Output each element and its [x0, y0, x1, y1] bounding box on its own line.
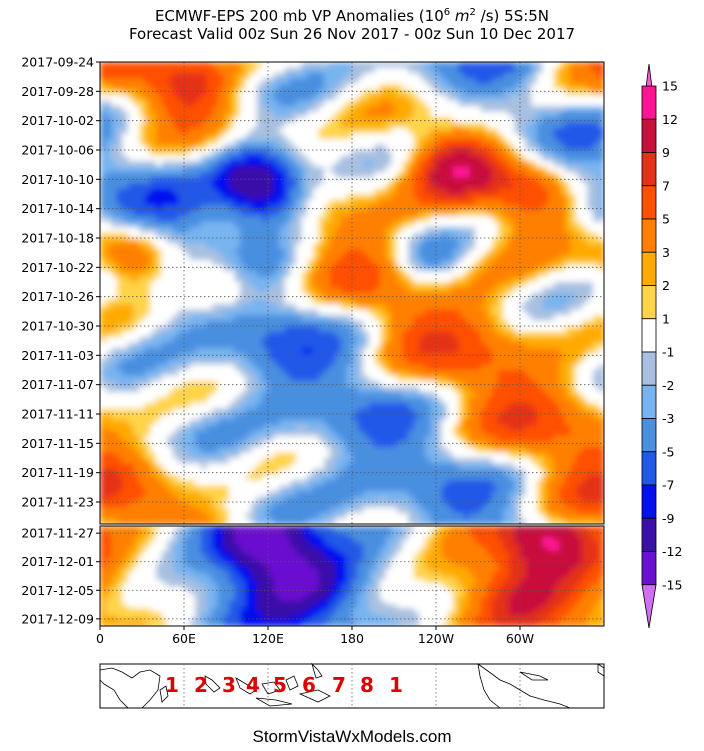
colorbar-segment: [641, 384, 657, 419]
date-axis: 2017-09-24 2017-09-28 2017-10-02 2017-10-06…: [21, 55, 100, 626]
mjo-phase-label: 7: [332, 673, 346, 697]
mjo-phase-label: 3: [222, 673, 236, 697]
mjo-phase-label: 8: [360, 673, 374, 697]
longitude-tick-label: 0: [96, 631, 104, 646]
colorbar-segment: [641, 351, 657, 386]
date-tick-label: 2017-10-10: [21, 172, 94, 187]
colorbar-label: 5: [662, 212, 670, 227]
africa-outline: [99, 667, 161, 709]
footer-credit: StormVistaWxModels.com: [252, 727, 452, 746]
colorbar-label: -9: [662, 511, 675, 526]
colorbar: 15 12 9 7 5 3 2 1 -1 -2 -3 -5 -7 -9 -12 -15: [641, 63, 682, 629]
mjo-phase-label: 5: [273, 673, 287, 697]
date-tick-label: 2017-09-24: [21, 55, 94, 70]
longitude-tick-label: 180: [340, 631, 364, 646]
date-tick-label: 2017-10-06: [21, 143, 94, 158]
mjo-phase-label: 1: [389, 673, 403, 697]
date-tick-label: 2017-12-09: [21, 611, 94, 626]
date-tick-label: 2017-11-19: [21, 465, 94, 480]
colorbar-segment: [641, 418, 657, 453]
longitude-axis: 0 60E 120E 180 120W 60W: [96, 626, 534, 646]
date-tick-label: 2017-11-03: [21, 348, 94, 363]
mjo-phase-label: 4: [246, 673, 260, 697]
americas-outline: [477, 663, 571, 709]
colorbar-segment: [641, 517, 657, 552]
mjo-phase-label: 1: [165, 673, 179, 697]
colorbar-label: -3: [662, 411, 674, 426]
colorbar-label: 12: [662, 112, 678, 127]
colorbar-segment: [641, 85, 657, 120]
date-tick-label: 2017-10-22: [21, 260, 94, 275]
colorbar-segment: [641, 185, 657, 220]
west-africa-outline: [597, 663, 605, 677]
longitude-tick-label: 120W: [418, 631, 454, 646]
mjo-phase-label: 2: [194, 673, 208, 697]
colorbar-segment: [641, 584, 657, 629]
date-tick-label: 2017-11-23: [21, 495, 94, 510]
longitude-tick-label: 120E: [252, 631, 284, 646]
date-tick-label: 2017-11-27: [21, 526, 94, 541]
date-tick-label: 2017-12-05: [21, 583, 94, 598]
colorbar-segment: [641, 318, 657, 353]
india-outline: [204, 675, 221, 693]
colorbar-label: 15: [662, 79, 678, 94]
colorbar-segment: [641, 551, 657, 586]
colorbar-label: -7: [662, 478, 674, 493]
date-tick-label: 2017-10-26: [21, 289, 94, 304]
longitude-tick-label: 60E: [172, 631, 196, 646]
colorbar-label: 3: [662, 245, 670, 260]
date-tick-label: 2017-10-14: [21, 201, 94, 216]
colorbar-label: -2: [662, 378, 674, 393]
caribbean-outline: [519, 671, 549, 681]
colorbar-segment: [641, 251, 657, 286]
colorbar-segment: [641, 218, 657, 253]
philippines-outline: [311, 662, 323, 679]
colorbar-label: 7: [662, 178, 670, 193]
colorbar-label: -12: [662, 544, 682, 559]
longitude-tick-label: 60W: [506, 631, 534, 646]
colorbar-segment: [641, 285, 657, 320]
colorbar-label: 1: [662, 311, 670, 326]
colorbar-label: -1: [662, 345, 674, 360]
colorbar-segment: [641, 484, 657, 519]
colorbar-label: -5: [662, 444, 674, 459]
date-tick-label: 2017-10-02: [21, 113, 94, 128]
date-tick-label: 2017-10-18: [21, 231, 94, 246]
colorbar-segment: [641, 451, 657, 486]
date-tick-label: 2017-10-30: [21, 319, 94, 334]
forecast-anomaly-field: [100, 526, 604, 626]
date-tick-label: 2017-09-28: [21, 84, 94, 99]
date-tick-label: 2017-11-15: [21, 436, 94, 451]
chart-subtitle: Forecast Valid 00z Sun 26 Nov 2017 - 00z…: [128, 25, 576, 43]
observed-panel-frame: [99, 61, 605, 525]
date-tick-label: 2017-12-01: [21, 554, 94, 569]
chart-title: ECMWF-EPS 200 mb VP Anomalies (106 m2 /s…: [154, 7, 550, 25]
colorbar-label: -15: [662, 577, 682, 592]
observed-anomaly-field: [100, 62, 604, 524]
grid-lines: [100, 61, 604, 626]
colorbar-segment: [641, 118, 657, 153]
date-tick-label: 2017-11-07: [21, 377, 94, 392]
maritime-continent-outline: [235, 675, 331, 707]
date-tick-label: 2017-11-11: [21, 407, 94, 422]
madagascar-outline: [159, 685, 169, 703]
colorbar-segment: [641, 152, 657, 187]
phase-divider-lines: [183, 664, 521, 708]
colorbar-label: 9: [662, 145, 670, 160]
colorbar-label: 2: [662, 278, 670, 293]
mjo-phase-label: 6: [302, 673, 316, 697]
